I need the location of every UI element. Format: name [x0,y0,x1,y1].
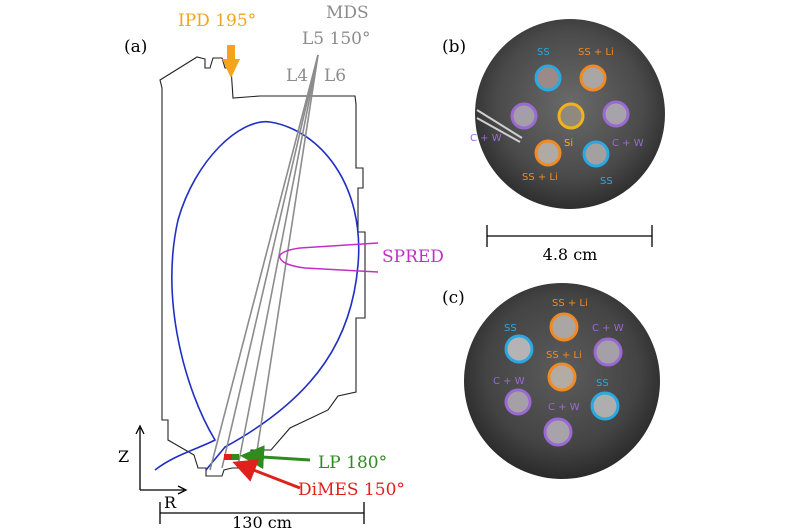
ipd-label: IPD 195° [178,11,256,31]
z-axis-label: Z [118,447,129,466]
label-b-ss-top: SS [537,47,550,58]
dimes-label: DiMES 150° [298,480,405,500]
insert-c-ssli-mid [547,362,577,392]
insert-b-cw-left [510,102,538,130]
label-b-ssli-bottom: SS + Li [522,172,558,183]
insert-c-ss-right [590,391,620,421]
sample-c-inserts [504,312,623,447]
ipd-arrow [222,45,240,78]
panel-label-a: (a) [124,37,147,57]
mds-chord-l5a [221,54,319,469]
dimes-arrow [232,459,301,490]
insert-b-ss-bottom [582,140,610,168]
lp-arrow [240,445,311,470]
label-c-cw-right-top: C + W [592,323,624,334]
lp-probe-marker [232,454,239,460]
l5-label: L5 150° [302,29,370,49]
label-c-cw-left: C + W [493,376,525,387]
label-b-si: Si [564,138,573,149]
insert-c-cw-bottom [543,417,573,447]
insert-c-cw-left [504,388,532,416]
dimes-probe-marker [224,454,238,460]
rz-axes [135,424,188,495]
insert-b-ssli-bottom [534,139,562,167]
label-b-cw-left: C + W [470,133,502,144]
panel-label-c: (c) [442,288,465,308]
insert-b-ssli-top [579,64,607,92]
vessel-scale-bar [159,502,365,524]
label-c-ssli-mid: SS + Li [546,350,582,361]
sample-b-inserts [510,64,630,168]
tweezer-tip [476,109,523,143]
mds-chord-l6 [256,54,319,452]
mds-chord-l4 [209,54,319,471]
r-axis-label: R [164,493,177,512]
l6-label: L6 [324,66,346,86]
label-b-ssli-top: SS + Li [578,47,614,58]
plasma-boundary [154,121,360,471]
label-c-ss-right: SS [596,378,609,389]
spred-label: SPRED [382,247,444,267]
label-b-ss-bottom: SS [600,176,613,187]
label-c-cw-bottom: C + W [548,402,580,413]
insert-b-si [557,102,585,130]
mds-chord-l5b [237,54,319,467]
insert-b-cw-right [602,100,630,128]
label-b-cw-right: C + W [612,138,644,149]
insert-b-ss-top [534,64,562,92]
sample-scale-bar [486,225,653,247]
sample-scale-label: 4.8 cm [543,245,598,264]
spred-view-fan [278,242,379,273]
label-c-ss-left: SS [504,323,517,334]
insert-c-ss-left [504,334,534,364]
mds-chords [209,54,319,471]
vessel-scale-label: 130 cm [232,513,292,530]
mds-label: MDS [326,3,369,23]
lp-label: LP 180° [318,453,387,473]
vessel-wall-outline [159,56,366,477]
panel-label-b: (b) [442,37,466,57]
l4-label: L4 [286,66,308,86]
insert-c-cw-right-top [593,337,623,367]
label-c-ssli-top: SS + Li [552,298,588,309]
insert-c-ssli-top [549,312,579,342]
